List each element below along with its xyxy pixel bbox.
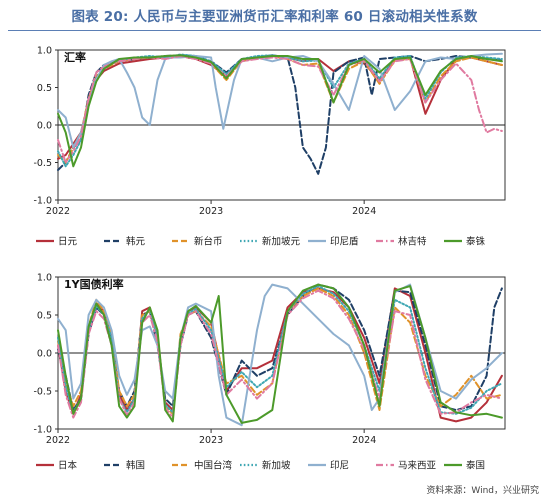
legend-label-泰铢: 泰铢 bbox=[466, 236, 486, 248]
legend-label-林吉特: 林吉特 bbox=[398, 236, 427, 248]
legend-label-中国台湾: 中国台湾 bbox=[194, 460, 233, 472]
x-tick-label: 2022 bbox=[46, 206, 70, 217]
legend-label-日本: 日本 bbox=[58, 460, 78, 472]
x-tick-label: 2022 bbox=[46, 435, 70, 446]
source-note: 资料来源：Wind，兴业研究 bbox=[426, 486, 539, 496]
y-tick-label: 0.5 bbox=[37, 83, 52, 94]
x-tick-label: 2024 bbox=[352, 206, 376, 217]
series-line-日元 bbox=[57, 55, 503, 160]
figure-title: 图表 20: 人民币与主要亚洲货币汇率和利率 60 日滚动相关性系数 bbox=[71, 9, 478, 25]
y-tick-label: 1.0 bbox=[37, 273, 52, 284]
y-tick-label: 0.0 bbox=[37, 349, 52, 360]
legend-label-泰国: 泰国 bbox=[466, 460, 485, 472]
y-tick-label: -1.0 bbox=[33, 196, 52, 207]
legend-label-印尼盾: 印尼盾 bbox=[330, 236, 359, 248]
series-line-印尼盾 bbox=[57, 52, 503, 149]
x-tick-label: 2024 bbox=[352, 435, 376, 446]
panel-title: 1Y国债利率 bbox=[64, 277, 124, 291]
y-tick-label: -0.5 bbox=[33, 158, 52, 169]
series-line-新台币 bbox=[57, 54, 503, 164]
series-line-韩元 bbox=[57, 54, 503, 175]
legend-label-印尼: 印尼 bbox=[330, 460, 349, 472]
legend-label-马来西亚: 马来西亚 bbox=[398, 461, 437, 472]
legend-label-新台币: 新台币 bbox=[194, 236, 223, 248]
legend-label-韩元: 韩元 bbox=[126, 236, 146, 248]
x-tick-label: 2023 bbox=[199, 206, 223, 217]
series-line-泰铢 bbox=[57, 54, 503, 168]
series-line-新加坡元 bbox=[57, 53, 503, 168]
legend-label-新加坡元: 新加坡元 bbox=[262, 236, 301, 248]
series-line-中国台湾 bbox=[57, 287, 503, 415]
panel-title: 汇率 bbox=[64, 50, 86, 64]
y-tick-label: 0.5 bbox=[37, 311, 52, 322]
series-line-林吉特 bbox=[57, 55, 503, 164]
title-rule bbox=[8, 30, 541, 31]
legend-label-韩国: 韩国 bbox=[126, 460, 145, 472]
legend-label-新加坡: 新加坡 bbox=[262, 460, 291, 472]
legend-label-日元: 日元 bbox=[58, 237, 78, 248]
series-line-泰国 bbox=[57, 283, 503, 424]
y-tick-label: -0.5 bbox=[33, 387, 52, 398]
y-tick-label: 0.0 bbox=[37, 121, 52, 132]
y-tick-label: 1.0 bbox=[37, 46, 52, 57]
x-tick-label: 2023 bbox=[199, 435, 223, 446]
y-tick-label: -1.0 bbox=[33, 425, 52, 436]
